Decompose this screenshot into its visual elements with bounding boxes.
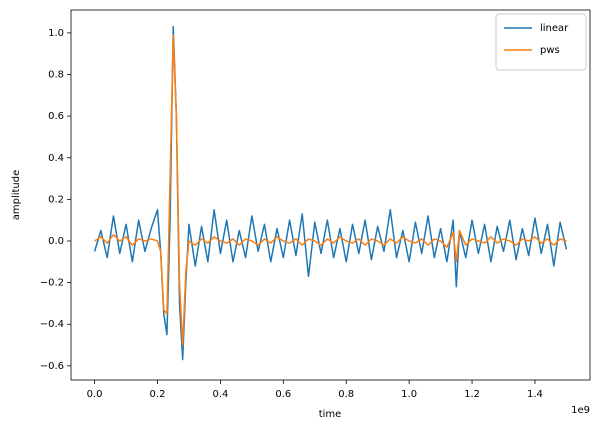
y-tick-label: 0.4 — [48, 153, 64, 164]
series-line — [93, 25, 568, 361]
y-tick-label: 0.6 — [48, 111, 64, 122]
x-tick-label: 0.6 — [275, 389, 291, 400]
x-tick-label: 1.4 — [527, 389, 543, 400]
x-tick-label: 0.2 — [150, 389, 166, 400]
x-tick-label: 1.2 — [464, 389, 480, 400]
y-tick-label: −0.4 — [40, 319, 64, 330]
x-tick-label: 0.0 — [87, 389, 103, 400]
legend-label: linear — [540, 23, 569, 34]
x-tick-label: 0.4 — [212, 389, 228, 400]
legend-label: pws — [540, 45, 560, 56]
y-tick-label: 1.0 — [48, 28, 64, 39]
y-tick-label: 0.2 — [48, 194, 64, 205]
plot-frame — [70, 9, 591, 381]
y-axis-label: amplitude — [11, 170, 22, 221]
y-tick-label: −0.2 — [40, 278, 64, 289]
x-tick-label: 0.8 — [338, 389, 354, 400]
y-tick-label: −0.6 — [40, 361, 64, 372]
series-line — [94, 34, 567, 346]
x-offset-label: 1e9 — [571, 405, 590, 416]
y-tick-label: 0.0 — [48, 236, 64, 247]
x-tick-label: 1.0 — [401, 389, 417, 400]
y-tick-label: 0.8 — [48, 70, 64, 81]
x-axis-label: time — [319, 409, 342, 420]
